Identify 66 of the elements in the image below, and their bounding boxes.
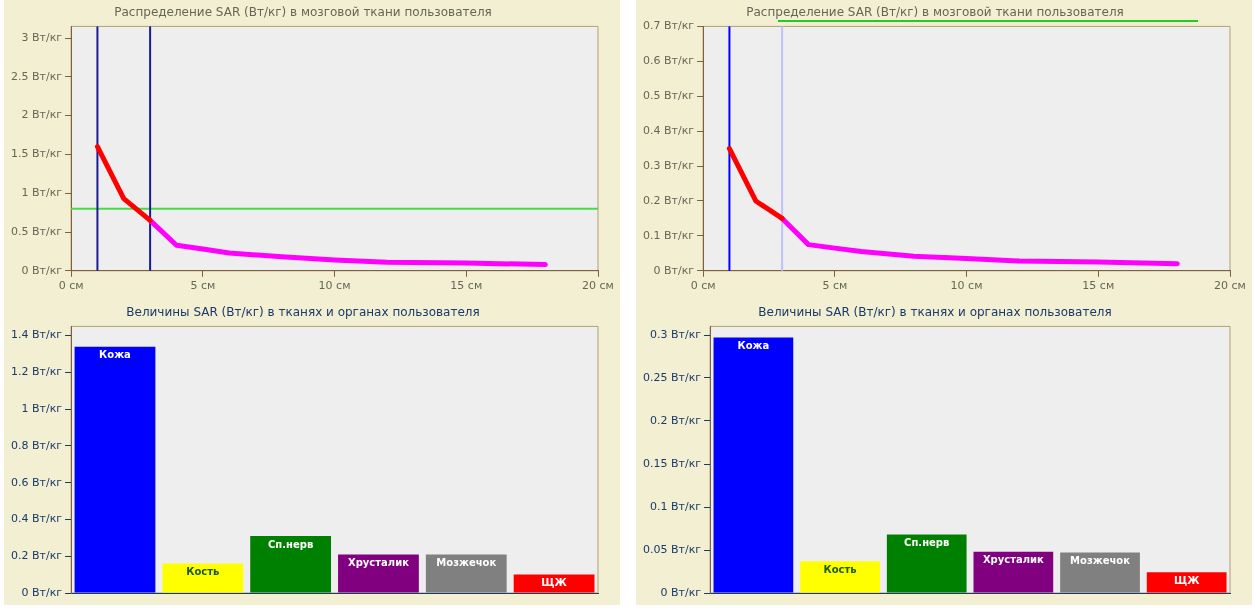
category-label: ЩЖ <box>1173 574 1200 586</box>
y-tick-label: 1.2 Вт/кг <box>11 365 63 379</box>
chart-title: Величины SAR (Вт/кг) в тканях и органах пользователя <box>126 305 480 320</box>
y-tick-label: 0.25 Вт/кг <box>642 370 702 384</box>
y-tick-label: 1 Вт/кг <box>21 186 63 200</box>
x-tick-label: 0 см <box>690 279 716 293</box>
category-label: Мозжечок <box>1070 555 1130 567</box>
chart-title: Распределение SAR (Вт/кг) в мозговой ткани пользователя <box>746 5 1124 20</box>
x-tick-label: 5 см <box>822 279 848 293</box>
bar <box>1146 572 1227 593</box>
x-tick-label: 10 см <box>318 279 351 293</box>
category-label: ЩЖ <box>541 577 567 589</box>
y-tick-label: 0.6 Вт/кг <box>11 475 63 489</box>
x-tick-label: 15 см <box>1082 279 1115 293</box>
y-tick-label: 0.2 Вт/кг <box>649 413 702 427</box>
y-tick-label: 0.05 Вт/кг <box>642 542 702 556</box>
y-tick-label: 0.2 Вт/кг <box>11 549 63 563</box>
y-tick-label: 0.4 Вт/кг <box>643 124 695 137</box>
y-tick-label: 0 Вт/кг <box>21 585 63 599</box>
bar <box>250 536 332 593</box>
y-tick-label: 0.4 Вт/кг <box>11 512 63 526</box>
y-tick-label: 1.4 Вт/кг <box>11 328 63 342</box>
category-label: Сп.нерв <box>268 538 314 550</box>
category-label: Кость <box>186 566 220 578</box>
x-tick-label: 10 см <box>950 279 983 293</box>
y-tick-label: 0.7 Вт/кг <box>643 19 695 33</box>
bar <box>74 346 156 593</box>
bar <box>1060 552 1140 593</box>
bar <box>162 563 244 593</box>
category-label: Кожа <box>99 349 131 361</box>
bar <box>713 337 794 593</box>
category-label: Мозжечок <box>436 556 497 568</box>
y-tick-label: 1 Вт/кг <box>21 402 63 415</box>
category-label: Сп.нерв <box>904 537 950 549</box>
bar <box>338 554 419 593</box>
y-tick-label: 0.8 Вт/кг <box>11 438 63 452</box>
bar <box>425 554 507 593</box>
x-tick-label: 5 см <box>190 279 216 293</box>
y-tick-label: 0.1 Вт/кг <box>643 228 695 242</box>
y-tick-label: 0.3 Вт/кг <box>649 327 702 341</box>
y-tick-label: 2.5 Вт/кг <box>11 69 63 83</box>
category-label: Хрусталик <box>347 556 409 568</box>
category-label: Кость <box>823 563 857 575</box>
category-label: Кожа <box>737 340 770 352</box>
y-tick-label: 0.2 Вт/кг <box>643 193 695 207</box>
y-tick-label: 2 Вт/кг <box>21 108 63 122</box>
x-tick-label: 0 см <box>58 279 84 293</box>
y-tick-label: 0 Вт/кг <box>653 263 695 277</box>
chart-title: Величины SAR (Вт/кг) в тканях и органах пользователя <box>758 305 1112 320</box>
y-tick-label: 0.5 Вт/кг <box>11 224 63 238</box>
y-tick-label: 1.5 Вт/кг <box>11 147 63 161</box>
y-tick-label: 0.6 Вт/кг <box>643 54 695 68</box>
y-tick-label: 0 Вт/кг <box>660 585 702 599</box>
y-tick-label: 0.15 Вт/кг <box>642 456 702 470</box>
x-tick-label: 20 см <box>1214 279 1246 293</box>
bar <box>800 561 880 593</box>
y-tick-label: 0 Вт/кг <box>21 263 63 277</box>
x-tick-label: 15 см <box>450 279 483 293</box>
y-tick-label: 0.5 Вт/кг <box>643 89 695 103</box>
chart-title: Распределение SAR (Вт/кг) в мозговой ткани пользователя <box>114 5 492 20</box>
y-tick-label: 3 Вт/кг <box>21 30 63 44</box>
bar <box>886 534 967 593</box>
category-label: Хрусталик <box>982 554 1044 566</box>
y-tick-label: 0.1 Вт/кг <box>649 499 702 513</box>
y-tick-label: 0.3 Вт/кг <box>643 158 695 172</box>
x-tick-label: 20 см <box>582 279 614 293</box>
